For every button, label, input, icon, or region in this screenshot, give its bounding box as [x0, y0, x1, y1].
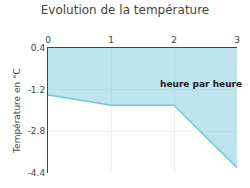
svg-text:Evolution de la température: Evolution de la température — [41, 3, 210, 17]
svg-text:0: 0 — [45, 35, 51, 45]
svg-text:3: 3 — [234, 35, 240, 45]
svg-text:Température en °C: Température en °C — [12, 68, 22, 154]
svg-text:1: 1 — [108, 35, 114, 45]
svg-text:0.4: 0.4 — [31, 43, 46, 53]
svg-text:heure par heure: heure par heure — [160, 79, 242, 89]
svg-text:-2.8: -2.8 — [28, 126, 46, 136]
svg-text:2: 2 — [171, 35, 177, 45]
svg-text:-1.2: -1.2 — [28, 85, 46, 95]
svg-text:-4.4: -4.4 — [28, 168, 46, 178]
